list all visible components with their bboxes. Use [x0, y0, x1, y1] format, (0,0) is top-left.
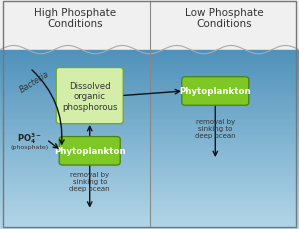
Text: (phosphate): (phosphate): [11, 144, 49, 149]
Text: removal by
sinking to
deep ocean: removal by sinking to deep ocean: [69, 171, 110, 191]
Text: Bacteria: Bacteria: [18, 69, 51, 94]
FancyBboxPatch shape: [182, 77, 249, 106]
Text: Low Phosphate
Conditions: Low Phosphate Conditions: [185, 8, 263, 29]
Text: Phytoplankton: Phytoplankton: [179, 87, 251, 96]
Text: High Phosphate
Conditions: High Phosphate Conditions: [34, 8, 116, 29]
FancyBboxPatch shape: [59, 137, 120, 165]
Text: Dissolved
organic
phosphorous: Dissolved organic phosphorous: [62, 81, 118, 111]
FancyBboxPatch shape: [56, 68, 123, 124]
Text: Phytoplankton: Phytoplankton: [54, 147, 126, 156]
Text: removal by
sinking to
deep ocean: removal by sinking to deep ocean: [195, 118, 236, 138]
Text: $\mathbf{PO_4^{3-}}$: $\mathbf{PO_4^{3-}}$: [17, 131, 42, 145]
